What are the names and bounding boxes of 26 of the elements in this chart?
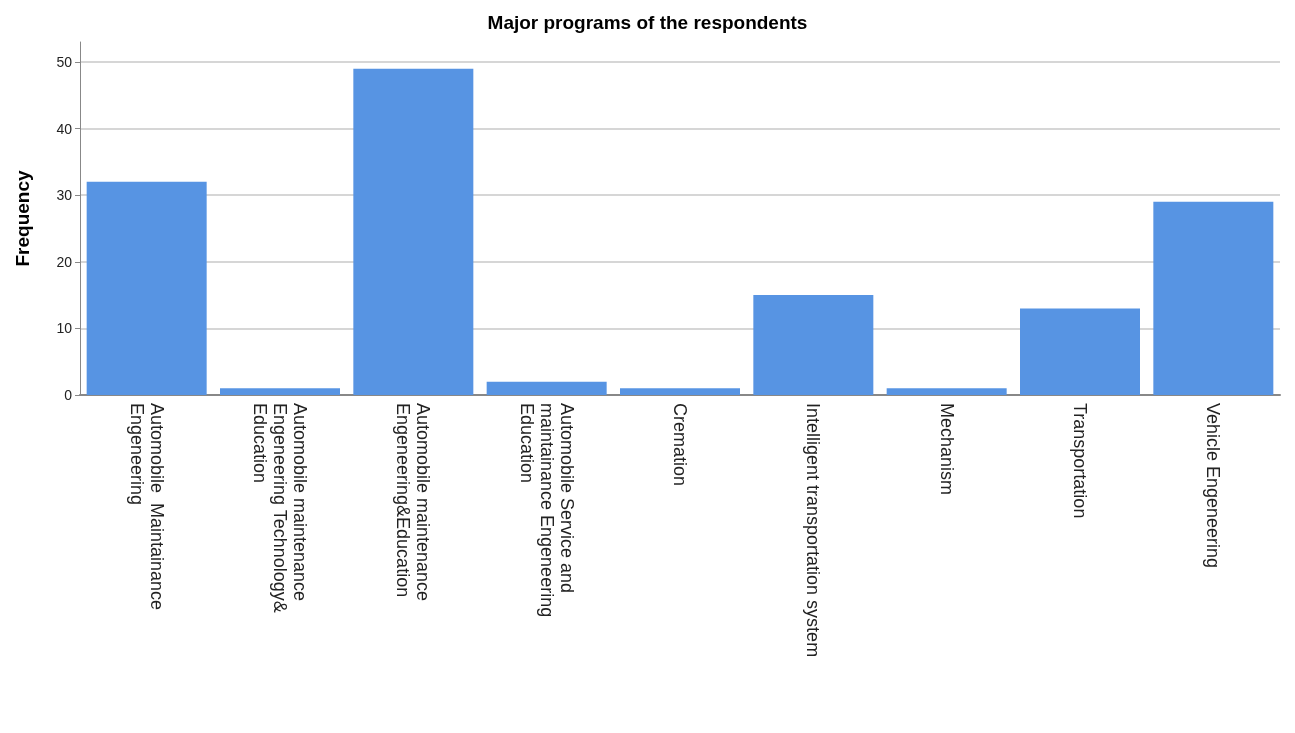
bar bbox=[486, 381, 607, 395]
x-tick-label: Cremation bbox=[670, 403, 690, 487]
y-tick-label: 20 bbox=[56, 253, 73, 270]
bar bbox=[220, 388, 340, 395]
y-tick-label: 50 bbox=[56, 53, 73, 70]
x-tick-label: Intelligent transportation system bbox=[803, 403, 824, 658]
bar bbox=[1153, 201, 1274, 395]
x-tick-label: Transportation bbox=[1070, 403, 1090, 519]
x-tick-label: Mechanism bbox=[936, 403, 957, 496]
bar bbox=[1020, 308, 1140, 395]
bar bbox=[886, 388, 1007, 395]
x-tick-label: Automobile Service and maintainance Engeneering Education bbox=[516, 403, 577, 623]
x-tick-label: Automobile Maintainance Engeneering bbox=[126, 403, 167, 616]
y-tick-label: 40 bbox=[56, 120, 73, 137]
bar bbox=[86, 181, 207, 395]
x-tick-label: Automobile maintenance Engeneering&Education bbox=[393, 403, 434, 607]
bar bbox=[620, 388, 740, 395]
bar bbox=[353, 68, 474, 395]
y-tick-label: 10 bbox=[56, 320, 73, 337]
bar bbox=[753, 295, 874, 395]
y-tick-label: 0 bbox=[64, 387, 73, 403]
x-tick-label: Automobile maintenance Engeneering Technology&Education bbox=[250, 403, 310, 613]
chart-title: Major programs of the respondents bbox=[487, 12, 808, 33]
y-tick-label: 30 bbox=[56, 187, 73, 204]
x-tick-label: Vehicle Engeneering bbox=[1203, 403, 1224, 569]
y-axis-title: Frequency bbox=[12, 170, 33, 267]
